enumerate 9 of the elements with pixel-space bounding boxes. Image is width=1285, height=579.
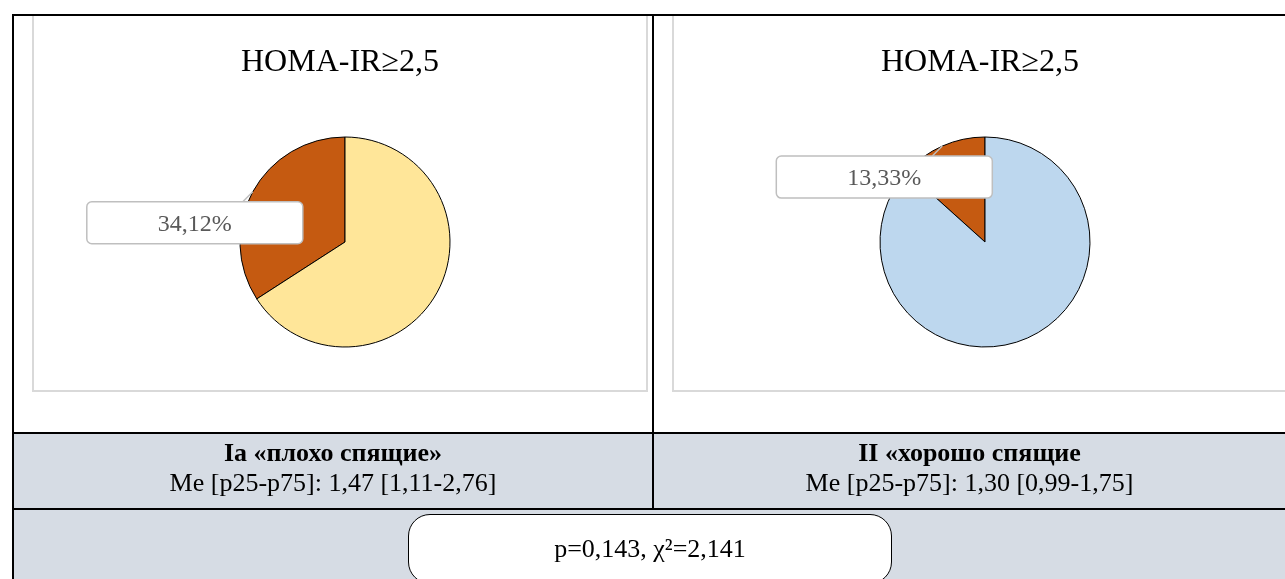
text: Ia «плохо спящие» bbox=[222, 438, 444, 468]
data-label: 13,33% bbox=[847, 164, 922, 191]
text: Me [p25-p75]: 1,30 [0,99-1,75] bbox=[804, 468, 1135, 498]
text: Me [p25-p75]: 1,47 [1,11-2,76] bbox=[168, 468, 498, 498]
data-label: 34,12% bbox=[157, 209, 232, 236]
chart-title: HOMA-IR≥2,5 bbox=[240, 42, 440, 79]
text: II «хорошо спящие bbox=[857, 438, 1082, 468]
text: p=0,143, χ²=2,141 bbox=[408, 514, 892, 579]
chart-title: HOMA-IR≥2,5 bbox=[880, 42, 1080, 79]
